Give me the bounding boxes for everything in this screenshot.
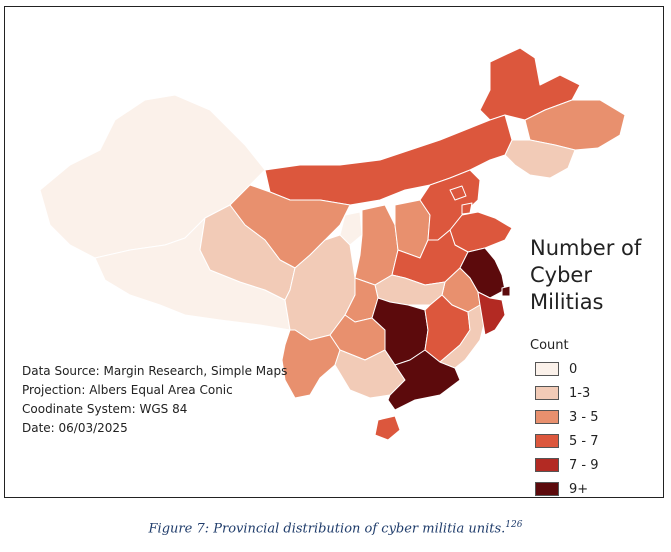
legend-swatch [535,386,559,400]
region-ningxia [339,211,363,246]
projection-text: Projection: Albers Equal Area Conic [22,383,233,397]
legend-item: 1-3 [530,382,671,404]
legend-label: 0 [569,361,578,377]
legend-title-line2: Cyber Militias [530,263,604,314]
coordinate-system-text: Coodinate System: WGS 84 [22,402,188,416]
legend-item: 7 - 9 [530,454,671,476]
region-liaoning [504,139,576,179]
legend-swatch [535,458,559,472]
legend-swatch [535,434,559,448]
caption-text: Figure 7: Provincial distribution of cyb… [148,521,506,537]
date-text: Date: 06/03/2025 [22,421,128,435]
legend-item: 3 - 5 [530,406,671,428]
legend-item: 0 [530,358,671,380]
legend: Number of Cyber Militias Count 0 1-3 3 -… [530,235,671,502]
map-source-info: Data Source: Margin Research, Simple Map… [22,362,287,438]
legend-label: 3 - 5 [569,409,599,425]
legend-label: 9+ [569,481,589,497]
region-zhejiang [477,291,506,336]
region-shanghai [501,285,511,297]
legend-label: 7 - 9 [569,457,599,473]
legend-subtitle: Count [530,338,569,353]
region-yunnan [281,329,341,399]
legend-swatch [535,362,559,376]
region-hainan [374,415,401,441]
legend-swatch [535,410,559,424]
figure-caption: Figure 7: Provincial distribution of cyb… [0,520,671,536]
legend-item: 5 - 7 [530,430,671,452]
data-source-text: Data Source: Margin Research, Simple Map… [22,364,288,378]
region-shaanxi [354,204,399,286]
legend-item: 9+ [530,478,671,500]
region-tianjin [461,202,473,215]
legend-title-line1: Number of [530,236,642,260]
caption-footnote: 126 [505,520,523,530]
legend-label: 1-3 [569,385,591,401]
region-beijing [449,185,467,201]
legend-swatch [535,482,559,496]
region-shandong [449,211,513,253]
legend-label: 5 - 7 [569,433,599,449]
